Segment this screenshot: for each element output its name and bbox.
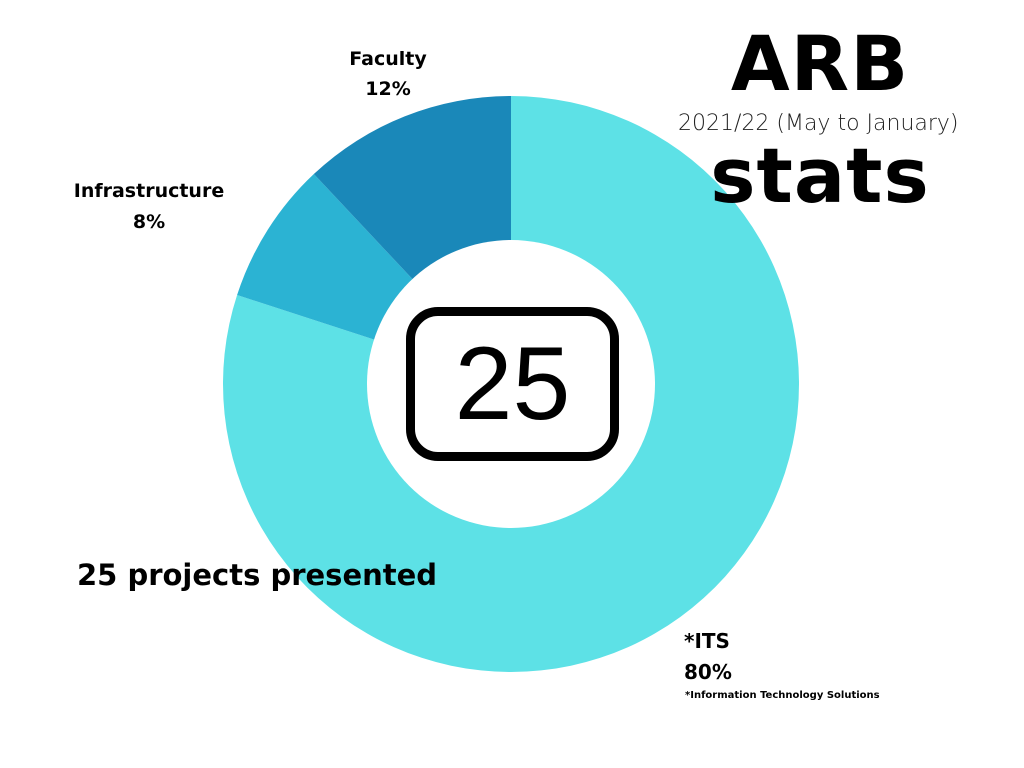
label-infrastructure: Infrastructure 8% xyxy=(60,176,238,238)
label-faculty-name: Faculty xyxy=(349,48,427,70)
label-faculty: Faculty 12% xyxy=(328,44,448,104)
label-infrastructure-name: Infrastructure xyxy=(73,180,225,202)
projects-caption: 25 projects presented xyxy=(77,558,438,592)
project-count-value: 25 xyxy=(454,326,571,442)
label-faculty-percent: 12% xyxy=(365,78,411,100)
label-its-percent: 80% xyxy=(684,660,732,684)
label-its-name: *ITS xyxy=(684,629,730,653)
label-infrastructure-percent: 8% xyxy=(132,211,166,233)
title-arb: ARB xyxy=(730,19,910,108)
title-stats: stats xyxy=(710,131,930,220)
subtitle-period: 2021/22 (May to January) xyxy=(678,111,959,136)
footnote: *Information Technology Solutions xyxy=(685,690,880,701)
label-its: *ITS 80% xyxy=(684,626,732,688)
project-count-badge: 25 xyxy=(406,307,619,461)
